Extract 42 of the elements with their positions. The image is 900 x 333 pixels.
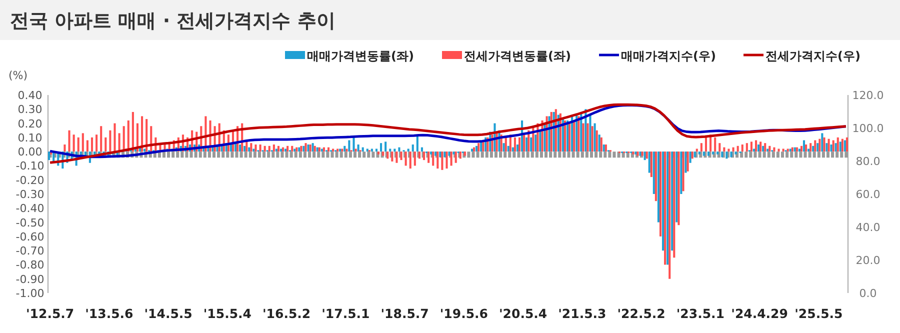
y-tick-label: -0.30: [16, 188, 44, 201]
x-tick-label: '24.4.29: [731, 306, 788, 321]
y-tick-label: -0.60: [16, 230, 44, 244]
x-tick-label: '22.5.2: [617, 306, 666, 321]
x-tick-label: '19.5.6: [440, 306, 488, 321]
x-tick-label: '25.5.5: [794, 306, 843, 321]
legend-label: 전세가격변동률(좌): [464, 49, 571, 63]
y-tick-label: 0.10: [18, 131, 42, 144]
x-tick-label: '15.5.4: [203, 306, 252, 321]
y2-tick-label: 40.0: [856, 221, 880, 234]
x-tick-label: '17.5.1: [322, 306, 370, 321]
x-tick-label: '13.5.6: [85, 306, 134, 321]
chart-title: 전국 아파트 매매 · 전세가격지수 추이: [10, 10, 336, 32]
legend-label: 전세가격지수(우): [766, 49, 860, 63]
y-tick-label: -0.40: [16, 202, 44, 216]
y-tick-label: -1.00: [16, 287, 44, 300]
y-tick-label: -0.80: [16, 258, 44, 272]
y2-tick-label: 80.0: [856, 155, 880, 168]
x-tick-label: '18.5.7: [380, 306, 429, 321]
y-axis-title: (%): [8, 69, 28, 82]
x-tick-label: '16.5.2: [262, 306, 311, 321]
y2-tick-label: 60.0: [856, 188, 880, 201]
x-tick-label: '20.5.4: [498, 306, 548, 321]
y-tick-label: 0.20: [18, 117, 42, 130]
y-tick-label: -0.10: [16, 160, 44, 173]
x-tick-label: '23.5.1: [676, 306, 724, 321]
y-tick-label: -0.90: [16, 272, 44, 286]
y2-tick-label: 100.0: [852, 122, 884, 135]
y-tick-label: -0.70: [16, 244, 44, 258]
y-tick-label: 0.40: [18, 89, 42, 102]
y-tick-label: -0.50: [16, 216, 44, 230]
x-tick-label: '12.5.7: [26, 306, 74, 321]
y2-tick-label: 120.0: [852, 89, 884, 102]
y2-tick-label: 20.0: [856, 254, 880, 267]
y-tick-label: 0.00: [18, 146, 42, 159]
x-tick-label: '21.5.3: [558, 306, 606, 321]
y-tick-label: -0.20: [16, 174, 44, 187]
y-tick-label: 0.30: [18, 103, 42, 116]
legend-label: 매매가격변동률(좌): [307, 49, 414, 63]
y2-tick-label: 0.0: [859, 287, 877, 300]
legend-label: 매매가격지수(우): [621, 49, 716, 63]
x-tick-label: '14.5.5: [144, 306, 192, 321]
